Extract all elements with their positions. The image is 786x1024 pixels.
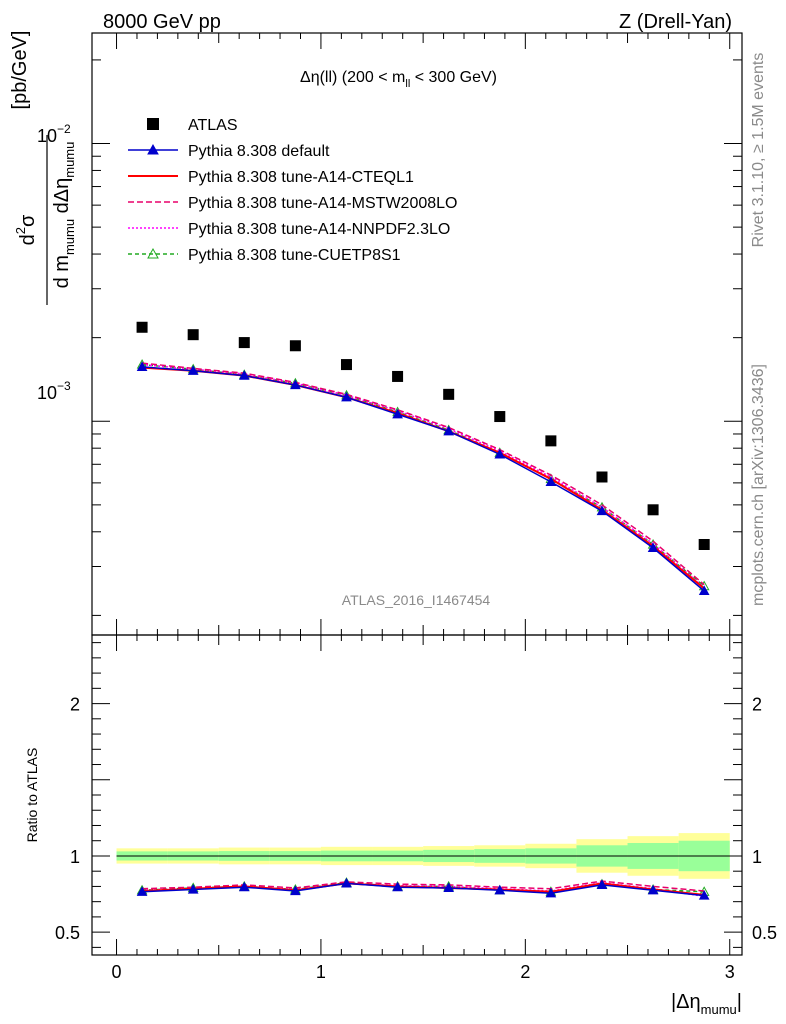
atlas-data-point <box>187 329 199 341</box>
legend-label-nnpdf: Pythia 8.308 tune-A14-NNPDF2.3LO <box>188 221 450 238</box>
marker-default <box>341 391 352 402</box>
legend: ATLAS Pythia 8.308 default Pythia 8.308 tu… <box>128 117 457 264</box>
ratio-plot-frame <box>91 634 743 956</box>
ratio-marker-default <box>136 886 148 896</box>
marker-default <box>494 448 506 459</box>
series-line-nnpdf <box>142 363 705 589</box>
main-axes-ticks <box>92 33 742 635</box>
x-tick-label: 0 <box>112 962 122 982</box>
ratio-marker-default <box>392 881 403 892</box>
main-panel: Δη(ll) (200 < mll < 300 GeV) 10−3 10−2 d… <box>9 31 743 636</box>
marker-default <box>238 370 250 380</box>
ratio-line-mstw <box>142 880 705 892</box>
ratio-tick-labels: 0.5 0.5 1 1 2 2 0 1 2 3 <box>55 695 777 982</box>
series-line-cuetp <box>142 363 705 587</box>
ratio-marker-default <box>494 884 506 895</box>
ratio-line-default <box>142 882 705 897</box>
ratio-marker-default <box>647 884 659 895</box>
x-tick-label: 1 <box>316 962 326 982</box>
series-line-default <box>142 366 705 592</box>
ratio-marker-default <box>443 882 455 893</box>
legend-marker-cuetp <box>147 247 159 259</box>
ratio-y-tick-label-left: 0.5 <box>55 923 80 943</box>
header-right: Z (Drell-Yan) <box>619 11 732 33</box>
marker-default <box>136 361 148 371</box>
marker-default <box>392 408 403 419</box>
y-tick-label-1e-3: 10−3 <box>37 379 71 403</box>
ratio-panel: Ratio to ATLAS |Δηmumu| 0.5 0.5 1 1 2 2 0 1 2 3 <box>24 634 777 1017</box>
main-plot-marks <box>136 321 710 596</box>
marker-default <box>545 476 557 486</box>
ratio-y-tick-label-left: 2 <box>70 695 80 715</box>
marker-default <box>698 585 710 596</box>
atlas-data-point <box>443 388 455 400</box>
legend-entry-default: Pythia 8.308 default <box>128 143 330 160</box>
ratio-marker-default <box>341 877 352 888</box>
legend-label-cteql1: Pythia 8.308 tune-A14-CTEQL1 <box>188 169 414 186</box>
atlas-data-point <box>698 538 710 550</box>
atlas-data-point <box>340 359 352 371</box>
ratio-plot-marks <box>136 877 710 900</box>
marker-default <box>443 425 455 436</box>
ratio-y-tick-label-left: 1 <box>70 847 80 867</box>
svg-text:d2σ: d2σ <box>13 214 39 245</box>
atlas-data-point <box>238 337 250 349</box>
legend-entry-atlas: ATLAS <box>147 117 238 134</box>
legend-label-default: Pythia 8.308 default <box>188 143 330 160</box>
ratio-y-tick-label-right: 2 <box>752 695 762 715</box>
marker-default <box>187 365 199 375</box>
main-y-axis-label: d2σ d mmumu dΔηmumu [pb/GeV] <box>9 31 77 305</box>
ratio-y-axis-label: Ratio to ATLAS <box>24 748 40 843</box>
main-title: Δη(ll) (200 < mll < 300 GeV) <box>300 69 497 90</box>
svg-text:[pb/GeV]: [pb/GeV] <box>9 31 31 110</box>
x-tick-label: 2 <box>520 962 530 982</box>
ratio-marker-default <box>698 890 710 900</box>
legend-label-cuetp: Pythia 8.308 tune-CUETP8S1 <box>188 247 401 264</box>
marker-default <box>290 379 301 390</box>
legend-label-mstw: Pythia 8.308 tune-A14-MSTW2008LO <box>188 195 457 212</box>
marker-default <box>647 542 659 552</box>
rivet-label: Rivet 3.1.10, ≥ 1.5M events <box>750 53 767 248</box>
legend-entry-cteql1: Pythia 8.308 tune-A14-CTEQL1 <box>128 169 414 186</box>
legend-entry-mstw: Pythia 8.308 tune-A14-MSTW2008LO <box>128 195 457 212</box>
ratio-axes-ticks <box>92 635 742 955</box>
ratio-marker-default <box>187 883 199 894</box>
ratio-y-tick-label-right: 1 <box>752 847 762 867</box>
series-line-mstw <box>142 362 705 586</box>
atlas-data-point <box>289 340 301 352</box>
marker-default <box>596 505 608 516</box>
legend-entry-cuetp: Pythia 8.308 tune-CUETP8S1 <box>128 247 401 264</box>
atlas-data-point <box>494 411 506 423</box>
svg-text:d mmumu dΔηmumu: d mmumu dΔηmumu <box>51 142 77 289</box>
x-axis-label: |Δηmumu| <box>671 991 742 1017</box>
legend-marker-default <box>147 143 159 155</box>
analysis-watermark: ATLAS_2016_I1467454 <box>342 592 491 608</box>
atlas-data-point <box>392 370 404 382</box>
ratio-uncertainty-bands <box>116 833 730 879</box>
ratio-marker-default <box>545 887 557 898</box>
ratio-marker-default <box>238 881 250 892</box>
legend-label-atlas: ATLAS <box>188 117 238 134</box>
atlas-data-point <box>545 435 557 447</box>
legend-marker-atlas <box>147 118 159 130</box>
legend-entry-nnpdf: Pythia 8.308 tune-A14-NNPDF2.3LO <box>128 221 450 238</box>
atlas-data-point <box>596 471 608 483</box>
ratio-marker-default <box>596 879 608 890</box>
x-tick-label: 3 <box>725 962 735 982</box>
header-left: 8000 GeV pp <box>103 11 221 33</box>
series-line-cteql1 <box>142 366 705 590</box>
atlas-data-point <box>136 321 148 333</box>
mcplots-label: mcplots.cern.ch [arXiv:1306.3436] <box>750 364 767 606</box>
atlas-data-point <box>647 504 659 516</box>
ratio-y-tick-label-right: 0.5 <box>752 923 777 943</box>
ratio-marker-default <box>290 885 301 896</box>
